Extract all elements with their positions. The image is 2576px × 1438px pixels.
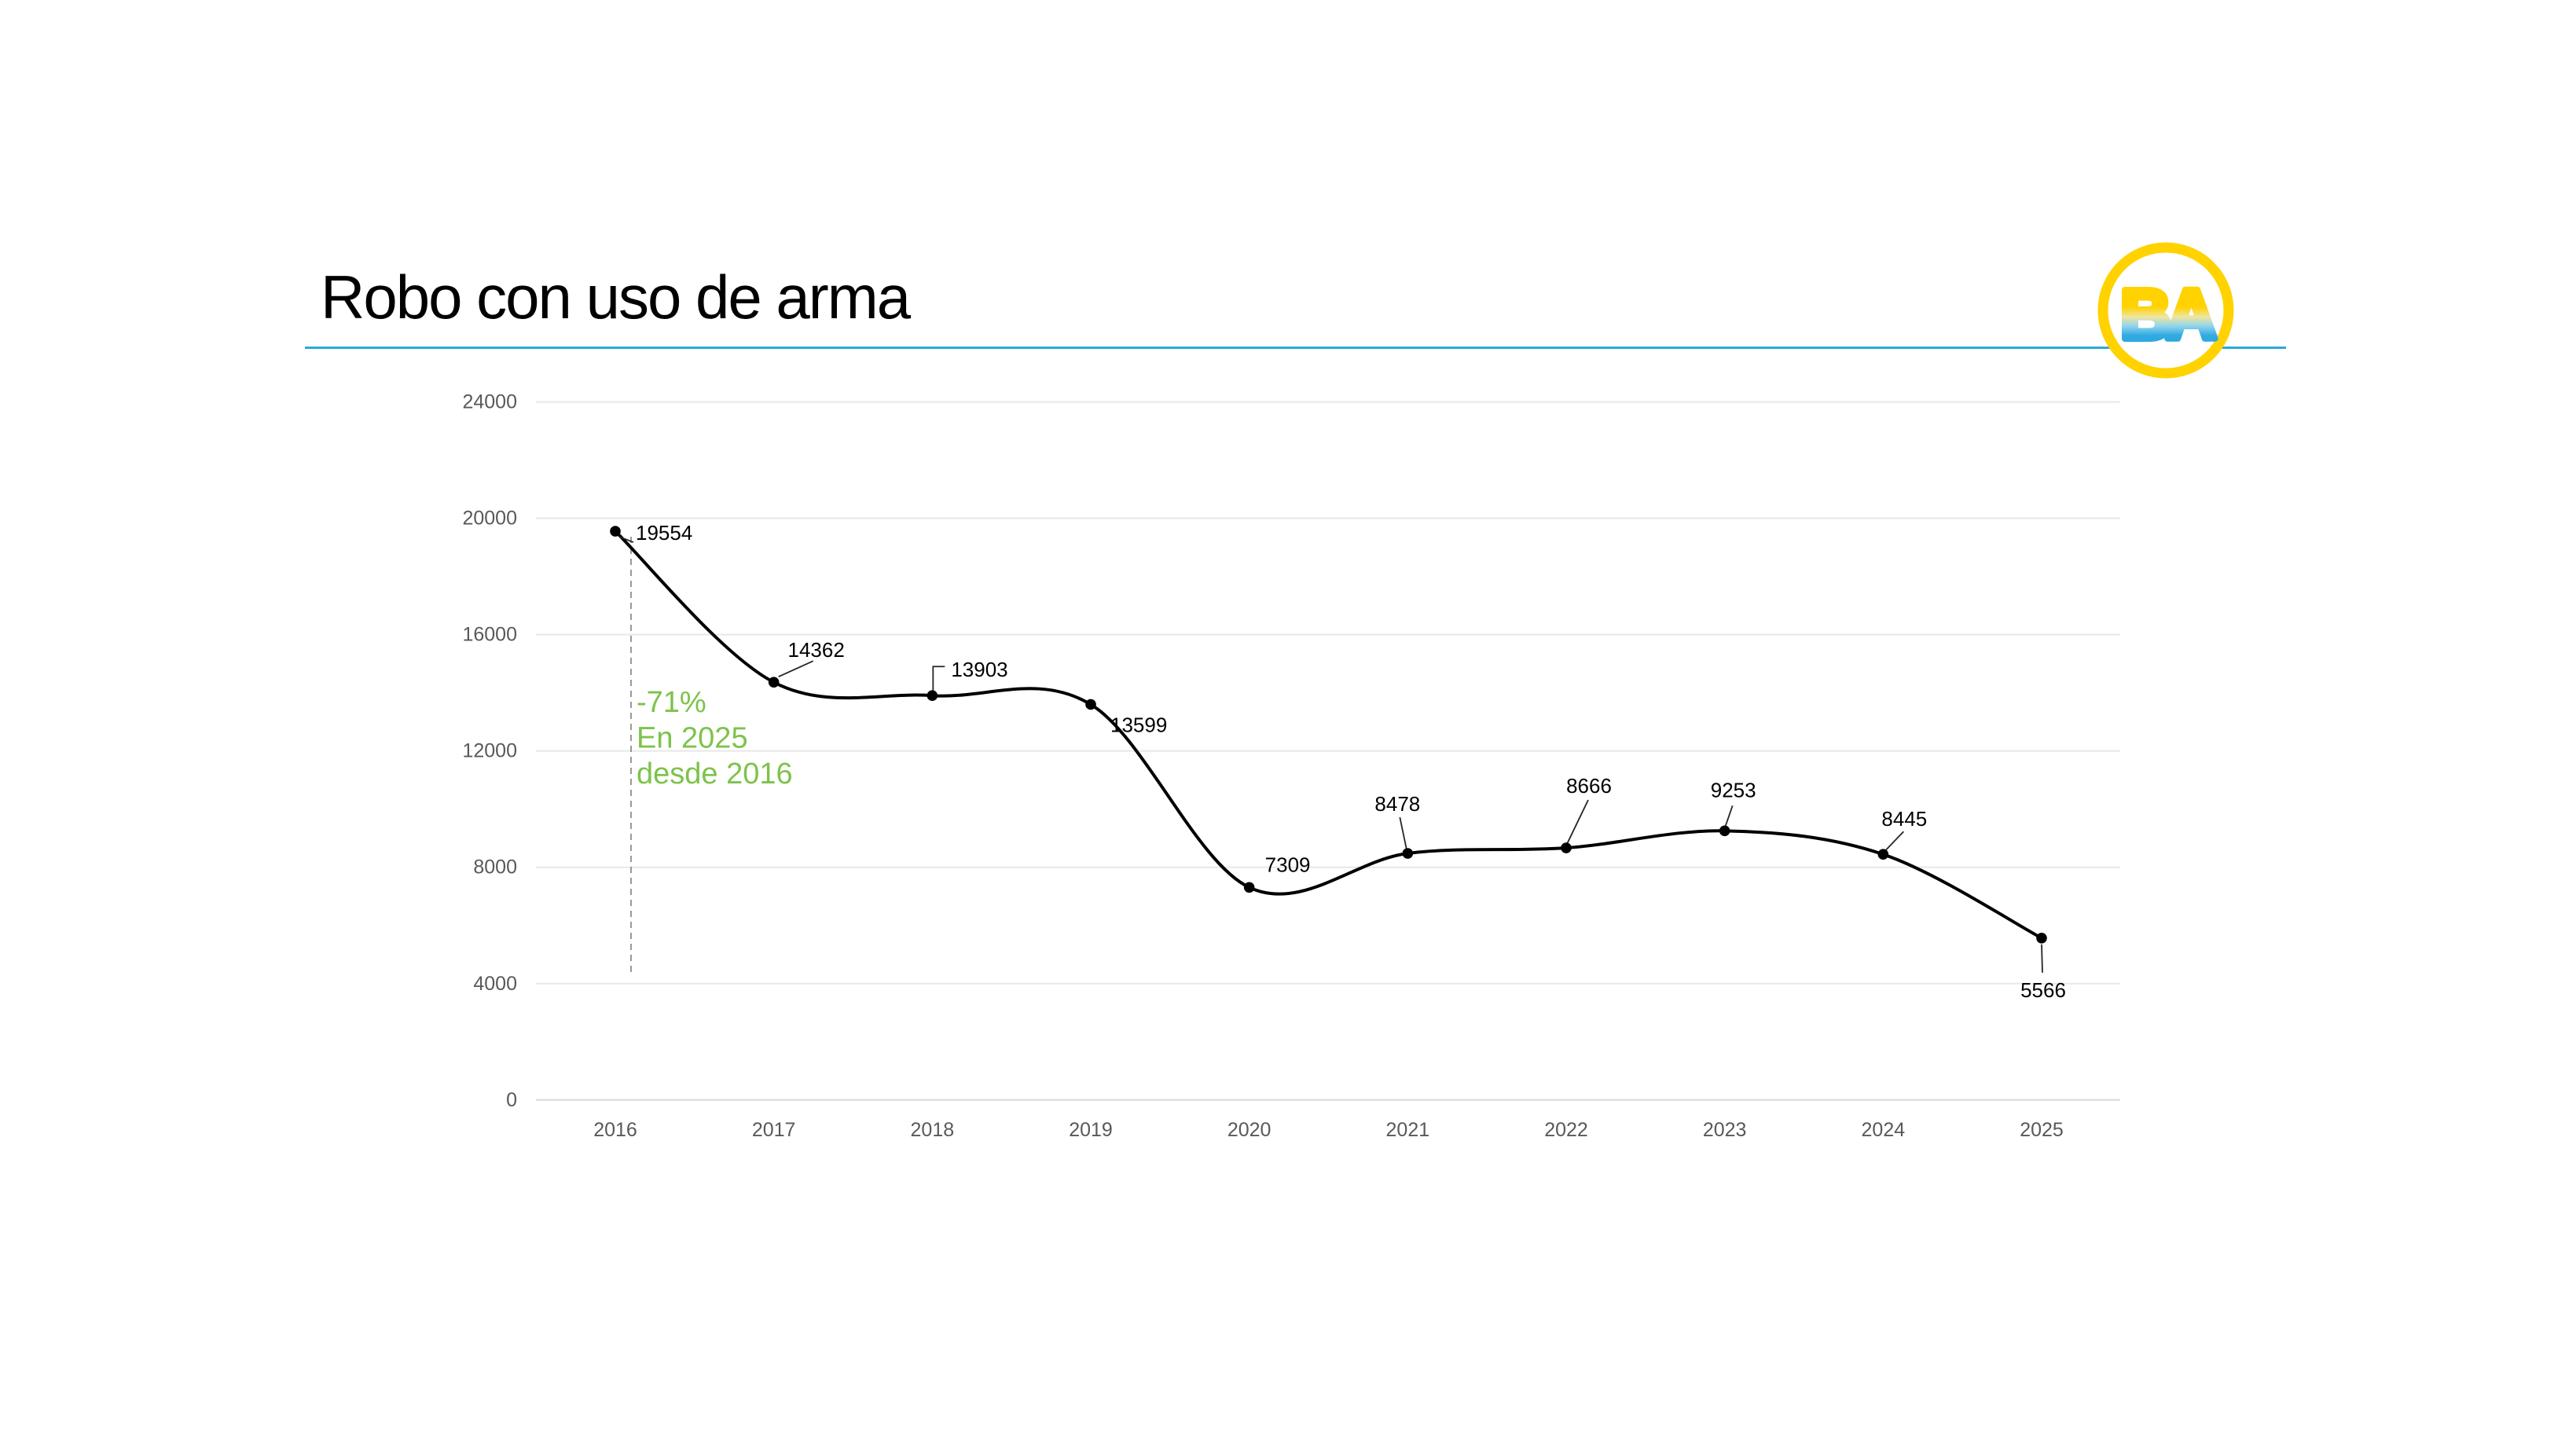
data-point-2022 — [1561, 842, 1572, 853]
data-point-2025 — [2036, 932, 2047, 944]
leader-line-2018 — [932, 666, 945, 693]
x-tick-label-2019: 2019 — [1069, 1119, 1113, 1141]
x-tick-label-2023: 2023 — [1703, 1119, 1747, 1141]
leader-line-2021 — [1399, 816, 1408, 852]
x-tick-label-2017: 2017 — [752, 1119, 796, 1141]
data-point-2024 — [1877, 849, 1889, 860]
y-tick-label-12000: 12000 — [462, 740, 517, 762]
data-point-2021 — [1402, 848, 1414, 859]
data-point-2023 — [1719, 825, 1730, 837]
data-label-2020: 7309 — [1265, 853, 1311, 876]
data-point-2018 — [927, 690, 938, 702]
leader-line-2024 — [1884, 831, 1904, 851]
data-label-2024: 8445 — [1881, 807, 1927, 831]
page-title: Robo con uso de arma — [321, 262, 911, 332]
annotation-line-3: desde 2016 — [637, 758, 793, 791]
x-tick-label-2020: 2020 — [1227, 1119, 1271, 1141]
y-tick-label-8000: 8000 — [473, 857, 517, 879]
leader-line-2022 — [1566, 799, 1589, 845]
x-tick-label-2018: 2018 — [911, 1119, 955, 1141]
data-point-2017 — [768, 677, 780, 688]
x-tick-label-2016: 2016 — [593, 1119, 637, 1141]
x-tick-label-2024: 2024 — [1862, 1119, 1906, 1141]
y-tick-label-0: 0 — [506, 1089, 517, 1111]
logo-ring-icon — [2097, 242, 2234, 379]
leader-line-2023 — [1724, 805, 1734, 827]
data-point-2016 — [610, 526, 621, 537]
ba-logo: BA — [2097, 242, 2234, 379]
y-tick-label-4000: 4000 — [473, 973, 517, 995]
title-divider — [305, 347, 2286, 349]
data-label-2016: 19554 — [636, 521, 692, 545]
leader-line-2016 — [618, 536, 634, 543]
x-tick-label-2021: 2021 — [1386, 1119, 1430, 1141]
data-point-2020 — [1243, 882, 1255, 893]
data-label-2021: 8478 — [1374, 792, 1420, 816]
data-label-2018: 13903 — [951, 658, 1007, 681]
y-tick-label-24000: 24000 — [462, 391, 517, 413]
data-label-2025: 5566 — [2020, 978, 2066, 1002]
data-label-2017: 14362 — [788, 638, 845, 662]
y-tick-label-16000: 16000 — [462, 624, 517, 646]
x-tick-label-2025: 2025 — [2020, 1119, 2064, 1141]
data-label-2023: 9253 — [1711, 778, 1756, 802]
data-label-2022: 8666 — [1566, 774, 1612, 798]
y-tick-label-20000: 20000 — [462, 508, 517, 530]
data-point-2019 — [1085, 699, 1096, 710]
annotation-line-1: -71% — [637, 686, 706, 719]
x-tick-label-2022: 2022 — [1544, 1119, 1588, 1141]
leader-line-2017 — [778, 660, 814, 678]
logo-text: BA — [2120, 276, 2215, 354]
annotation-line-2: En 2025 — [637, 722, 748, 755]
data-label-2019: 13599 — [1110, 713, 1167, 736]
series-smooth-line — [614, 530, 2043, 940]
